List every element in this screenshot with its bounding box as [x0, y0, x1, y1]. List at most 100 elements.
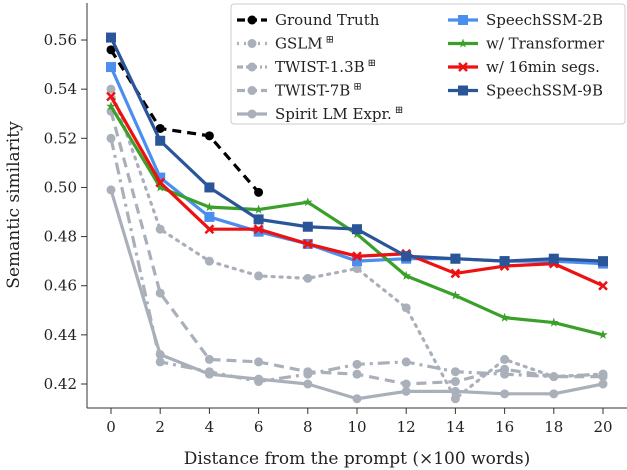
- legend-label: TWIST-1.3B ⊞: [275, 58, 376, 76]
- data-point: [155, 135, 166, 146]
- legend-marker: [458, 15, 468, 25]
- legend: Ground Truth GSLM ⊞ TWIST-1.3B ⊞ TWIST-7B ⊞ Spi…: [230, 3, 626, 125]
- x-axis-label: Distance from the prompt (×100 words): [184, 449, 530, 469]
- data-point: [155, 224, 165, 234]
- data-point: [302, 221, 313, 232]
- data-point: [450, 290, 461, 300]
- y-tick-label: 0.52: [44, 129, 77, 147]
- data-point: [302, 239, 313, 249]
- legend-label: Spirit LM Expr. ⊞: [275, 105, 403, 123]
- data-point: [598, 280, 608, 291]
- data-point: [253, 204, 264, 214]
- data-point: [303, 379, 313, 389]
- data-point: [499, 312, 510, 322]
- data-point: [401, 379, 411, 389]
- legend-marker: [458, 62, 468, 72]
- data-point: [253, 226, 264, 237]
- y-tick-label: 0.50: [44, 178, 77, 196]
- y-tick-label: 0.48: [44, 228, 77, 246]
- x-tick-label: 12: [397, 418, 416, 436]
- data-point: [155, 123, 165, 133]
- y-tick-label: 0.44: [44, 326, 77, 344]
- data-point: [254, 357, 264, 367]
- legend-marker: [458, 85, 468, 96]
- data-point: [254, 271, 264, 281]
- x-tick-label: 16: [495, 418, 514, 436]
- data-point: [598, 379, 608, 389]
- legend-item: Spirit LM Expr. ⊞: [237, 105, 403, 123]
- legend-label: SpeechSSM-9B: [486, 82, 603, 100]
- data-point: [450, 367, 460, 377]
- data-point: [352, 264, 362, 274]
- data-point: [204, 182, 215, 193]
- data-point: [303, 197, 313, 207]
- y-tick-label: 0.46: [44, 277, 77, 295]
- data-point: [548, 253, 559, 264]
- data-point: [155, 288, 165, 298]
- data-point: [450, 386, 460, 396]
- legend-marker: [247, 86, 257, 95]
- data-point: [106, 45, 116, 55]
- x-tick-label: 18: [544, 418, 563, 436]
- legend-marker: [247, 39, 257, 48]
- legend-item: SpeechSSM-9B: [448, 82, 603, 100]
- data-point: [352, 256, 362, 267]
- data-point: [155, 177, 166, 188]
- data-point: [303, 273, 313, 283]
- legend-marker: [247, 62, 257, 72]
- data-point: [500, 364, 510, 374]
- data-point: [352, 224, 362, 235]
- data-point: [204, 131, 214, 141]
- legend-item: w/ 16min segs.: [448, 58, 600, 76]
- y-tick-label: 0.54: [44, 80, 77, 98]
- series-twist-7b: [106, 106, 608, 389]
- series-speechssm-9b: [106, 32, 608, 267]
- y-axis-label: Semantic similarity: [4, 121, 24, 289]
- legend-box: [230, 3, 626, 125]
- data-point: [106, 91, 116, 102]
- series-line: [109, 110, 603, 386]
- data-point: [598, 329, 608, 339]
- data-point: [549, 317, 559, 327]
- x-tick-label: 4: [205, 418, 215, 436]
- data-point: [401, 251, 412, 262]
- data-point: [106, 84, 116, 94]
- legend-item: SpeechSSM-2B: [448, 11, 603, 29]
- data-point: [204, 224, 215, 235]
- x-tick-label: 6: [254, 418, 264, 436]
- data-point: [549, 372, 559, 382]
- data-point: [106, 62, 116, 73]
- data-point: [549, 389, 559, 399]
- data-point: [204, 211, 215, 222]
- data-point: [204, 202, 215, 212]
- legend-label: w/ 16min segs.: [486, 58, 600, 76]
- x-tick-label: 0: [106, 418, 116, 436]
- data-point: [106, 32, 116, 43]
- legend-marker: [458, 38, 468, 48]
- series-spirit-lm-expr-: [106, 185, 608, 404]
- legend-label: w/ Transformer: [486, 35, 605, 53]
- series-line: [109, 105, 604, 337]
- plot-area: [106, 32, 608, 404]
- data-point: [155, 357, 165, 367]
- data-point: [450, 377, 460, 387]
- data-point: [155, 350, 165, 360]
- data-point: [352, 251, 362, 262]
- legend-marker: [247, 15, 257, 25]
- data-point: [204, 354, 214, 364]
- data-point: [499, 256, 510, 267]
- data-point: [352, 394, 362, 404]
- data-point: [401, 357, 411, 367]
- data-point: [352, 359, 362, 369]
- data-point: [106, 101, 116, 111]
- data-point: [500, 389, 510, 399]
- data-point: [253, 224, 264, 235]
- data-point: [254, 187, 264, 197]
- series-w-transformer: [106, 101, 608, 339]
- data-point: [303, 367, 313, 377]
- legend-item: GSLM ⊞: [237, 35, 334, 53]
- x-tick-label: 8: [303, 418, 313, 436]
- data-point: [401, 270, 411, 280]
- data-point: [450, 253, 461, 264]
